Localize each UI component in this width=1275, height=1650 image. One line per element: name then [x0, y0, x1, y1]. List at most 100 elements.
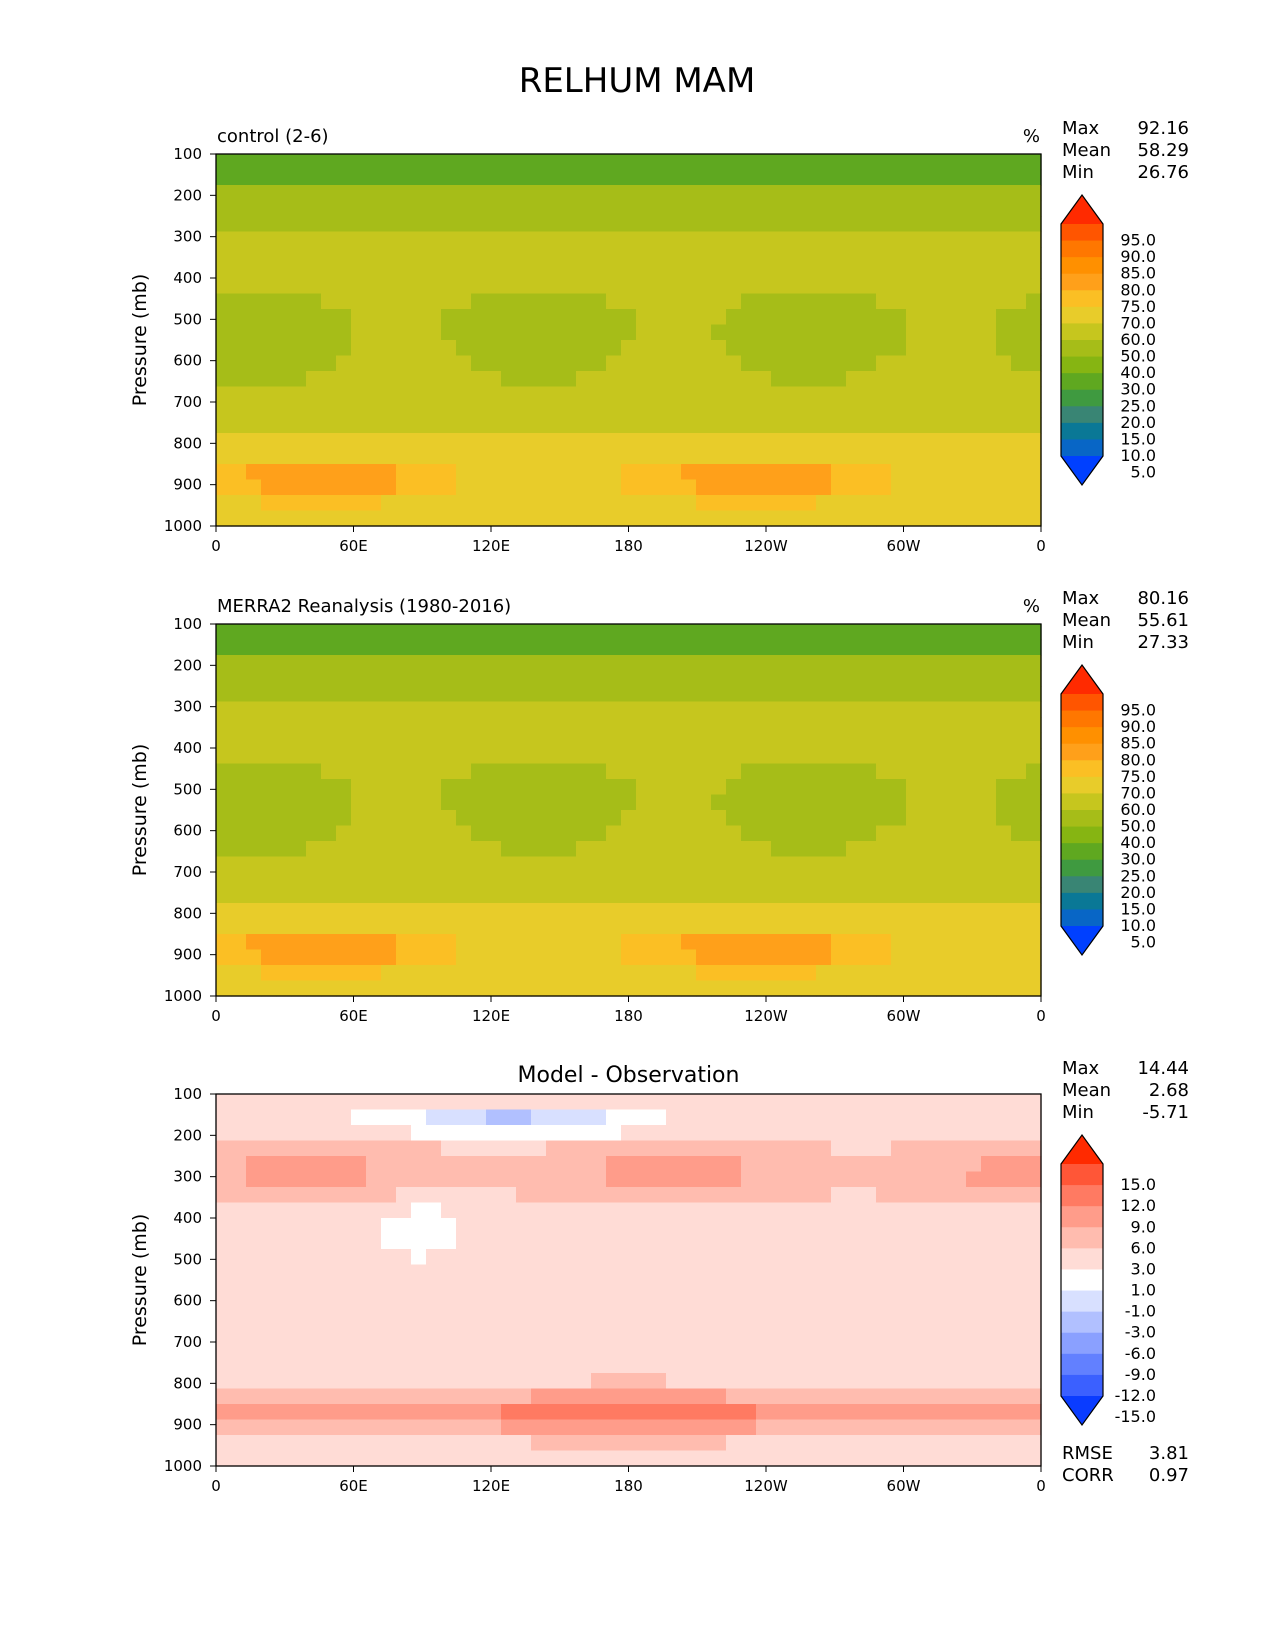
contour-cell — [381, 324, 397, 341]
contour-cell — [981, 670, 997, 687]
contour-cell — [741, 965, 757, 982]
contour-cell — [906, 1357, 922, 1374]
contour-cell — [246, 810, 262, 827]
contour-cell — [921, 402, 937, 419]
contour-cell — [981, 216, 997, 233]
contour-cell — [441, 185, 457, 202]
contour-cell — [366, 278, 382, 295]
contour-cell — [471, 779, 487, 796]
contour-cell — [351, 887, 367, 904]
contour-cell — [396, 856, 412, 873]
contour-cell — [501, 1202, 517, 1219]
contour-cell — [1026, 278, 1042, 295]
contour-cell — [231, 1156, 247, 1173]
contour-cell — [951, 949, 967, 966]
contour-cell — [531, 763, 547, 780]
contour-cell — [501, 748, 517, 765]
contour-cell — [381, 1218, 397, 1235]
contour-cell — [891, 1404, 907, 1421]
contour-cell — [936, 965, 952, 982]
contour-cell — [441, 309, 457, 326]
contour-cell — [351, 1109, 367, 1126]
contour-cell — [321, 324, 337, 341]
contour-cell — [411, 1342, 427, 1359]
contour-cell — [621, 1140, 637, 1157]
contour-cell — [456, 732, 472, 749]
contour-cell — [621, 1404, 637, 1421]
contour-cell — [711, 980, 727, 997]
contour-cell — [546, 1140, 562, 1157]
contour-cell — [576, 402, 592, 419]
y-tick-label: 1000 — [164, 517, 202, 535]
colorbar: 15.012.09.06.03.01.0-1.0-3.0-6.0-9.0-12.… — [1060, 1133, 1156, 1426]
units-label: % — [1023, 596, 1040, 617]
contour-cell — [891, 1264, 907, 1281]
contour-cell — [231, 1357, 247, 1374]
contour-cell — [546, 701, 562, 718]
contour-cell — [516, 448, 532, 465]
contour-cell — [336, 324, 352, 341]
colorbar-swatch — [1061, 1206, 1103, 1228]
contour-cell — [531, 934, 547, 951]
contour-cell — [501, 386, 517, 403]
contour-cell — [531, 1187, 547, 1204]
contour-cell — [816, 1140, 832, 1157]
contour-cell — [396, 624, 412, 641]
contour-cell — [936, 1233, 952, 1250]
contour-cell — [396, 1218, 412, 1235]
contour-cell — [756, 887, 772, 904]
contour-cell — [336, 965, 352, 982]
contour-cell — [456, 1109, 472, 1126]
contour-cell — [441, 918, 457, 935]
contour-cell — [846, 402, 862, 419]
contour-cell — [411, 779, 427, 796]
contour-cell — [651, 856, 667, 873]
contour-cell — [921, 810, 937, 827]
colorbar-swatch — [1061, 909, 1103, 927]
contour-cell — [876, 464, 892, 481]
contour-cell — [291, 1295, 307, 1312]
contour-cell — [741, 1342, 757, 1359]
contour-cell — [516, 717, 532, 734]
contour-cell — [516, 1342, 532, 1359]
contour-cell — [801, 1326, 817, 1343]
colorbar-outline — [1060, 193, 1104, 487]
contour-cell — [726, 371, 742, 388]
contour-cell — [696, 479, 712, 496]
contour-cell — [726, 1326, 742, 1343]
contour-cell — [606, 872, 622, 889]
contour-cell — [741, 980, 757, 997]
contour-cell — [921, 1280, 937, 1297]
contour-cell — [921, 856, 937, 873]
contour-cell — [501, 1311, 517, 1328]
contour-cell — [906, 324, 922, 341]
contour-cell — [621, 763, 637, 780]
contour-cell — [351, 825, 367, 842]
contour-cell — [291, 639, 307, 656]
contour-cell — [231, 1450, 247, 1467]
contour-cell — [456, 495, 472, 512]
contour-cell — [936, 185, 952, 202]
contour-cell — [996, 154, 1012, 171]
contour-cell — [411, 686, 427, 703]
contour-cell — [786, 1404, 802, 1421]
contour-cell — [606, 841, 622, 858]
contour-cell — [861, 1202, 877, 1219]
contour-cell — [231, 717, 247, 734]
colorbar-extend-min — [1061, 456, 1103, 485]
contour-cell — [786, 433, 802, 450]
contour-cell — [276, 309, 292, 326]
contour-cell — [906, 479, 922, 496]
contour-cell — [966, 510, 982, 527]
contour-cell — [321, 402, 337, 419]
contour-cell — [846, 949, 862, 966]
contour-cell — [531, 262, 547, 279]
contour-cell — [411, 670, 427, 687]
contour-cell — [861, 355, 877, 372]
contour-cell — [426, 1450, 442, 1467]
colorbar-tick-label: 5.0 — [1131, 933, 1156, 952]
contour-cell — [621, 479, 637, 496]
contour-cell — [711, 1233, 727, 1250]
contour-cell — [606, 433, 622, 450]
contour-cell — [591, 794, 607, 811]
